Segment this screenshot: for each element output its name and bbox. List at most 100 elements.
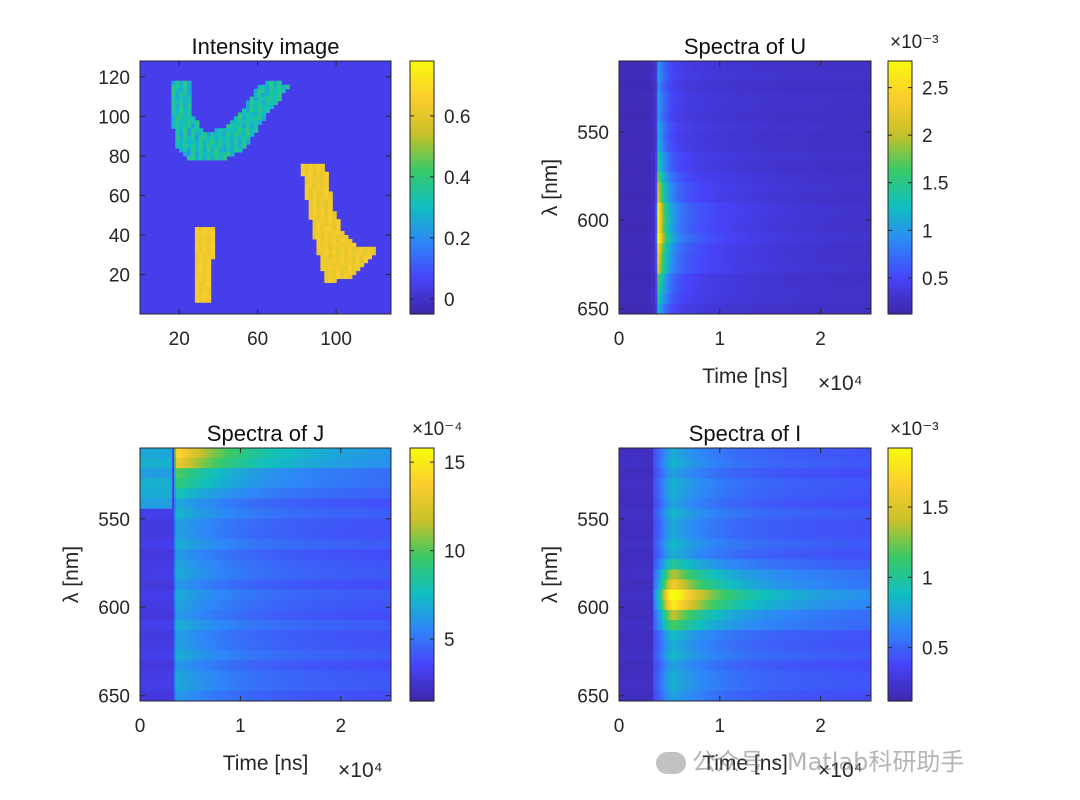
heatmap-cell-i xyxy=(198,234,204,240)
heatmap-cell xyxy=(754,71,757,82)
heatmap-cell xyxy=(812,162,816,173)
colorbar-tick-label: 0 xyxy=(444,290,455,311)
heatmap-cell xyxy=(850,172,854,183)
heatmap-cell xyxy=(661,141,664,153)
heatmap-cell xyxy=(832,273,836,285)
heatmap-cell xyxy=(655,162,658,173)
heatmap-cell xyxy=(810,233,814,244)
heatmap-cell xyxy=(808,101,812,113)
heatmap-cell xyxy=(741,233,745,244)
heatmap-cell xyxy=(746,192,749,204)
heatmap-cell xyxy=(669,71,672,82)
heatmap-cell xyxy=(796,233,799,244)
heatmap-cell xyxy=(166,458,169,469)
heatmap-cell xyxy=(840,192,844,204)
heatmap-cell xyxy=(685,162,689,173)
heatmap-cell xyxy=(772,121,775,133)
heatmap-cell xyxy=(854,172,858,183)
colorbar-swatch xyxy=(410,227,434,232)
heatmap-cell xyxy=(302,508,306,520)
heatmap-cell-u xyxy=(175,132,180,137)
heatmap-cell xyxy=(621,283,624,295)
heatmap-cell xyxy=(717,303,721,315)
heatmap-cell xyxy=(685,212,689,224)
heatmap-cell xyxy=(834,111,838,123)
heatmap-cell-u xyxy=(171,92,176,98)
heatmap-cell xyxy=(737,152,741,163)
heatmap-cell xyxy=(792,131,795,143)
colorbar-swatch xyxy=(410,215,434,220)
heatmap-cell xyxy=(754,172,757,183)
heatmap-cell xyxy=(802,91,805,102)
heatmap-cell xyxy=(707,172,711,183)
heatmap-cell xyxy=(800,71,803,82)
colorbar-swatch xyxy=(888,144,912,149)
heatmap-cell xyxy=(140,458,143,469)
heatmap-cell xyxy=(798,141,801,153)
heatmap-cell xyxy=(681,253,685,264)
heatmap-cell-u xyxy=(171,120,176,125)
heatmap-cell xyxy=(866,253,870,264)
heatmap-cell xyxy=(820,293,824,305)
heatmap-cell xyxy=(340,488,344,500)
heatmap-cell xyxy=(758,121,761,133)
heatmap-cell xyxy=(820,152,824,163)
heatmap-cell xyxy=(820,303,824,315)
heatmap-cell xyxy=(679,253,682,264)
heatmap-cell xyxy=(727,71,731,82)
heatmap-cell-u xyxy=(253,88,259,94)
heatmap-cell xyxy=(256,488,259,500)
heatmap-cell xyxy=(864,212,868,224)
heatmap-cell-u xyxy=(198,136,204,141)
heatmap-cell xyxy=(691,111,695,123)
heatmap-cell xyxy=(310,448,314,459)
heatmap-cell xyxy=(836,61,840,72)
heatmap-cell-u xyxy=(175,120,180,125)
heatmap-cell xyxy=(370,518,374,530)
colorbar-tick-label: 2 xyxy=(922,126,933,147)
heatmap-cell xyxy=(667,233,670,244)
heatmap-cell xyxy=(366,518,370,530)
heatmap-cell xyxy=(671,111,674,123)
heatmap-cell xyxy=(651,222,654,234)
heatmap-cell xyxy=(220,518,223,530)
heatmap-cell xyxy=(784,243,787,254)
heatmap-cell xyxy=(838,212,842,224)
heatmap-cell-u xyxy=(210,136,216,141)
colorbar-intensity: 00.20.40.6 xyxy=(409,60,471,315)
heatmap-cell xyxy=(860,121,864,133)
heatmap-cell xyxy=(723,131,727,143)
heatmap-cell xyxy=(705,101,709,113)
heatmap-cell xyxy=(625,61,628,72)
heatmap-cell xyxy=(798,202,801,214)
heatmap-cell xyxy=(388,488,392,500)
heatmap-cell xyxy=(142,518,145,530)
heatmap-cell xyxy=(800,283,803,295)
heatmap-cell xyxy=(216,508,219,520)
heatmap-cell-j xyxy=(336,230,341,236)
heatmap-cell xyxy=(808,243,812,254)
heatmap-cell xyxy=(619,91,622,102)
heatmap-cell xyxy=(673,91,676,102)
heatmap-cell-u xyxy=(234,128,239,133)
heatmap-cell-i xyxy=(198,278,204,283)
heatmap-cell-j xyxy=(308,163,314,169)
heatmap-cell xyxy=(384,498,388,510)
heatmap-cell xyxy=(354,468,358,479)
heatmap-cell xyxy=(677,91,680,102)
heatmap-cell xyxy=(645,303,648,315)
heatmap-cell xyxy=(796,111,799,123)
heatmap-cell xyxy=(695,71,699,82)
heatmap-cell xyxy=(695,152,699,163)
heatmap-cell xyxy=(832,91,836,102)
colorbar-swatch xyxy=(888,80,912,86)
heatmap-cell-i xyxy=(202,262,208,268)
heatmap-cell-j xyxy=(320,250,325,256)
heatmap-cell xyxy=(816,233,820,244)
heatmap-cell-j xyxy=(336,234,341,240)
heatmap-cell xyxy=(669,263,672,275)
heatmap-cell xyxy=(200,498,203,510)
heatmap-cell xyxy=(230,508,233,520)
heatmap-cell xyxy=(150,468,153,479)
